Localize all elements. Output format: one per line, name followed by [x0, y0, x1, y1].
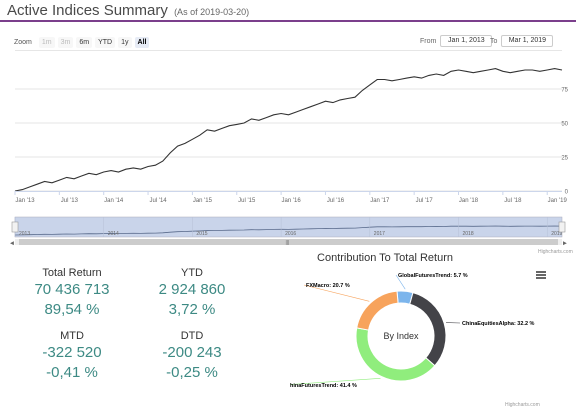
- zoom-1m-button[interactable]: 1m: [38, 37, 55, 48]
- donut-label-ChinaFuturesTrend: ChinaFuturesTrend: 41.4 %: [290, 383, 357, 389]
- stat-mtd-pct: -0,41 %: [46, 364, 98, 381]
- stat-dtd-value: -200 243: [162, 344, 222, 361]
- page-title-text: Active Indices Summary: [7, 2, 168, 19]
- stat-ytd-label: YTD: [181, 267, 203, 279]
- scroll-left-icon: ◀: [10, 241, 14, 247]
- donut-credits[interactable]: Highcharts.com: [505, 402, 540, 408]
- navigator-year-label: 2019: [551, 231, 562, 237]
- range-to-input[interactable]: Mar 1, 2019: [501, 35, 554, 47]
- donut-center-label: By Index: [383, 331, 419, 341]
- donut-label-text: GlobalFuturesTrend: 5.7 %: [398, 273, 468, 279]
- range-from-label: From: [420, 37, 437, 45]
- navigator-year-label: 2016: [285, 231, 296, 237]
- x-tick-label: Jul '18: [504, 198, 522, 204]
- navigator-year-label: 2014: [108, 231, 119, 237]
- y-tick-label: 0: [565, 190, 569, 196]
- donut-label-text: FXMacro: 20.7 %: [306, 283, 350, 289]
- stat-dtd-label: DTD: [180, 330, 204, 342]
- stat-mtd-value: -322 520: [42, 344, 102, 361]
- hamburger-menu-icon[interactable]: [536, 271, 546, 279]
- range-to: To Mar 1, 2019: [490, 35, 554, 47]
- navigator-year-label: 2017: [374, 231, 385, 237]
- as-of-date: (As of 2019-03-20): [174, 7, 250, 17]
- donut-connector: [290, 377, 381, 385]
- header: Active Indices Summary (As of 2019-03-20…: [0, 0, 576, 22]
- stat-mtd: MTD -322 520 -0,41 %: [12, 330, 132, 381]
- donut-connector: [303, 284, 370, 302]
- donut-label-text: ChinaFuturesTrend: 41.4 %: [290, 383, 357, 389]
- x-tick-label: Jul '15: [238, 198, 256, 204]
- donut-label-FXMacro: FXMacro: 20.7 %: [306, 283, 350, 289]
- range-to-label: To: [490, 37, 498, 45]
- x-tick-label: Jul '17: [416, 198, 434, 204]
- chart-credits[interactable]: Highcharts.com: [538, 249, 573, 255]
- x-tick-label: Jan '14: [104, 198, 124, 204]
- x-tick-label: Jan '16: [282, 198, 302, 204]
- performance-line-chart: 0 25 50 75 Jan '13 Jul '13 Jan '14 Jul '14 Jan '…: [14, 50, 569, 204]
- y-tick-label: 50: [561, 122, 568, 128]
- zoom-3m-button[interactable]: 3m: [57, 37, 74, 48]
- contribution-donut-chart: GlobalFuturesTrend: 5.7 % ChinaEquitiesAl…: [290, 273, 535, 389]
- page-title: Active Indices Summary (As of 2019-03-20…: [7, 2, 249, 19]
- zoom-all-button[interactable]: All: [134, 37, 150, 48]
- x-tick-label: Jul '16: [327, 198, 345, 204]
- scrollbar-grip-icon: |||: [286, 240, 290, 246]
- donut-label-GlobalFuturesTrend: GlobalFuturesTrend: 5.7 %: [398, 273, 468, 279]
- navigator-series: [14, 225, 563, 236]
- zoom-label: Zoom: [14, 39, 32, 46]
- stats-panel: Total Return 70 436 713 89,54 % YTD 2 92…: [0, 262, 290, 412]
- series-line: [14, 68, 563, 192]
- x-tick-label: Jan '17: [370, 198, 390, 204]
- stat-mtd-label: MTD: [60, 330, 84, 342]
- stat-dtd: DTD -200 243 -0,25 %: [132, 330, 252, 381]
- range-from-input[interactable]: Jan 1, 2013: [440, 35, 493, 47]
- zoom-ytd-button[interactable]: YTD: [95, 37, 116, 48]
- contribution-title: Contribution To Total Return: [317, 252, 453, 264]
- stat-dtd-pct: -0,25 %: [166, 364, 218, 381]
- x-tick-label: Jan '19: [548, 198, 568, 204]
- range-from: From Jan 1, 2013: [420, 35, 493, 47]
- x-tick-label: Jan '18: [459, 198, 479, 204]
- navigator[interactable]: 2013 2014 2015 2016 2017 2018 2019 ◀ ▶ |||: [0, 215, 576, 248]
- stat-ytd: YTD 2 924 860 3,72 %: [132, 267, 252, 318]
- stat-total-return: Total Return 70 436 713 89,54 %: [12, 267, 132, 318]
- donut-label-text: ChinaEquitiesAlpha: 32.2 %: [462, 321, 535, 327]
- zoom-6m-button[interactable]: 6m: [76, 37, 93, 48]
- scroll-right-icon: ▶: [563, 241, 567, 247]
- stat-ytd-pct: 3,72 %: [168, 301, 216, 318]
- donut-slice-FXMacro: [356, 290, 399, 331]
- navigator-year-label: 2018: [463, 231, 474, 237]
- x-tick-label: Jan '15: [193, 198, 213, 204]
- stat-total-return-pct: 89,54 %: [44, 301, 100, 318]
- navigator-handle: [11, 221, 19, 233]
- scrollbar-thumb: [19, 239, 558, 245]
- zoom-1y-button[interactable]: 1y: [118, 37, 132, 48]
- donut-connector: [395, 274, 406, 290]
- navigator-handle: [558, 221, 566, 233]
- x-tick-label: Jul '14: [149, 198, 167, 204]
- navigator-year-label: 2015: [196, 231, 207, 237]
- y-tick-label: 25: [561, 156, 568, 162]
- header-divider: [0, 20, 576, 22]
- stat-total-return-label: Total Return: [42, 267, 102, 279]
- x-tick-label: Jan '13: [15, 198, 35, 204]
- donut-slice-ChinaEquitiesAlpha: [409, 292, 447, 367]
- zoom-selector: Zoom 1m 3m 6m YTD 1y All: [14, 37, 152, 48]
- stat-total-return-value: 70 436 713: [34, 281, 110, 298]
- navigator-year-label: 2013: [19, 231, 30, 237]
- y-tick-label: 75: [561, 88, 568, 94]
- donut-label-ChinaEquitiesAlpha: ChinaEquitiesAlpha: 32.2 %: [462, 321, 535, 327]
- stat-ytd-value: 2 924 860: [158, 281, 226, 298]
- x-tick-label: Jul '13: [61, 198, 79, 204]
